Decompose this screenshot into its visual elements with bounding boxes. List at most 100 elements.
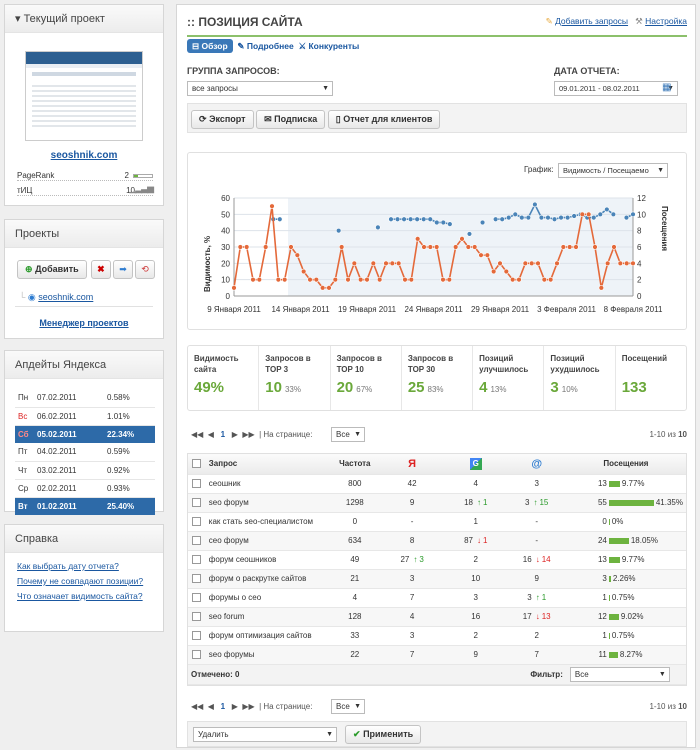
yandex-update-row[interactable]: Пн 07.02.2011 0.58% <box>15 389 155 407</box>
data-point[interactable] <box>338 244 345 250</box>
data-point[interactable] <box>370 260 377 267</box>
data-point[interactable] <box>307 276 313 283</box>
data-point[interactable] <box>357 276 364 283</box>
data-point[interactable] <box>610 211 617 218</box>
table-row[interactable]: seo forum 128 4 16 17 ↓ 13 12 9.02% <box>188 607 686 627</box>
row-checkbox[interactable] <box>192 536 202 546</box>
data-point[interactable] <box>535 260 541 267</box>
col-query[interactable]: Запрос <box>205 454 330 475</box>
data-point[interactable] <box>345 276 351 283</box>
col-frequency[interactable]: Частота <box>329 454 381 475</box>
apply-button[interactable]: ✔ Применить <box>345 725 422 744</box>
data-point[interactable] <box>571 213 577 219</box>
data-point[interactable] <box>440 276 446 283</box>
data-point[interactable] <box>231 285 237 291</box>
data-point[interactable] <box>591 214 597 221</box>
data-point[interactable] <box>623 214 630 221</box>
data-point[interactable] <box>389 260 396 267</box>
data-point[interactable] <box>478 252 484 258</box>
data-point[interactable] <box>503 268 510 275</box>
google-icon[interactable]: G <box>443 454 508 475</box>
data-point[interactable] <box>275 276 282 283</box>
data-point[interactable] <box>237 244 244 250</box>
col-visits[interactable]: Посещения <box>565 454 686 475</box>
help-link-date[interactable]: Как выбрать дату отчета? <box>17 561 119 571</box>
data-point[interactable] <box>262 244 269 250</box>
data-point[interactable] <box>532 201 538 208</box>
data-point[interactable] <box>401 216 407 222</box>
data-point[interactable] <box>499 216 505 222</box>
data-point[interactable] <box>269 203 275 209</box>
yandex-update-row[interactable]: Вс 06.02.2011 1.01% <box>15 407 155 425</box>
data-point[interactable] <box>516 276 522 283</box>
data-point[interactable] <box>427 244 434 250</box>
data-point[interactable] <box>585 211 592 218</box>
data-point[interactable] <box>479 219 486 226</box>
prev-page-icon-bottom[interactable]: ◀ <box>207 702 214 711</box>
data-point[interactable] <box>465 244 472 250</box>
data-point[interactable] <box>525 214 532 221</box>
data-point[interactable] <box>395 260 402 267</box>
data-point[interactable] <box>277 216 283 222</box>
per-page-select-top[interactable]: Все <box>331 427 365 442</box>
next-page-icon-bottom[interactable]: ▶ <box>231 702 238 711</box>
data-point[interactable] <box>414 236 421 242</box>
yandex-update-row[interactable]: Пт 04.02.2011 0.59% <box>15 443 155 461</box>
data-point[interactable] <box>611 244 617 250</box>
help-link-positions[interactable]: Почему не совпадают позиции? <box>17 576 144 586</box>
data-point[interactable] <box>604 260 611 267</box>
data-point[interactable] <box>446 276 453 283</box>
project-list-link[interactable]: seoshnik.com <box>38 292 94 302</box>
data-point[interactable] <box>558 214 564 221</box>
data-point[interactable] <box>394 216 401 222</box>
yandex-update-row[interactable]: Вт 01.02.2011 25.40% <box>15 497 155 515</box>
data-point[interactable] <box>376 276 383 283</box>
per-page-select-bottom[interactable]: Все <box>331 699 365 714</box>
table-row[interactable]: seo форум 1298 9 18 ↑ 1 3 ↑ 15 55 41.35% <box>188 493 686 513</box>
data-point[interactable] <box>440 219 447 226</box>
data-point[interactable] <box>630 260 636 267</box>
table-row[interactable]: форум сеошников 49 27 ↑ 3 2 16 ↓ 14 13 9.77% <box>188 550 686 570</box>
table-row[interactable]: seo форумы 22 7 9 7 11 8.27% <box>188 645 686 665</box>
projects-manager-link[interactable]: Менеджер проектов <box>39 318 129 328</box>
data-point[interactable] <box>421 244 427 250</box>
data-point[interactable] <box>414 216 420 222</box>
data-point[interactable] <box>551 216 558 222</box>
data-point[interactable] <box>364 276 370 283</box>
add-project-button[interactable]: ⊕ Добавить <box>17 260 87 279</box>
data-point[interactable] <box>407 216 414 222</box>
last-page-icon-bottom[interactable]: ▶▶ <box>242 702 255 711</box>
data-point[interactable] <box>402 276 408 283</box>
mail-ru-icon[interactable]: @ <box>507 454 566 475</box>
row-checkbox[interactable] <box>192 593 202 603</box>
data-point[interactable] <box>243 244 250 250</box>
data-point[interactable] <box>294 252 301 258</box>
data-point[interactable] <box>560 244 567 250</box>
data-point[interactable] <box>351 260 358 267</box>
refresh-icon[interactable]: ⟲ <box>135 260 155 279</box>
data-point[interactable] <box>408 276 415 283</box>
data-point[interactable] <box>466 231 473 237</box>
select-all-checkbox[interactable] <box>192 459 202 469</box>
current-project-header[interactable]: ▾ Текущий проект <box>5 5 163 33</box>
data-point[interactable] <box>566 244 573 250</box>
tab-details[interactable]: ✎ Подробнее <box>237 41 294 51</box>
client-report-button[interactable]: ▯ Отчет для клиентов <box>327 110 441 129</box>
table-row[interactable]: сеошник 800 42 4 3 13 9.77% <box>188 474 686 494</box>
data-point[interactable] <box>597 211 603 218</box>
data-point[interactable] <box>434 219 440 226</box>
tab-overview[interactable]: ⊟ Обзор <box>187 39 233 53</box>
table-row[interactable]: сео форум 634 8 87 ↓ 1 - 24 18.05% <box>188 531 686 551</box>
table-row[interactable]: как стать seo-специалистом 0-1-0 0% <box>188 512 686 532</box>
calendar-icon[interactable]: ▦ <box>662 82 672 93</box>
data-point[interactable] <box>545 214 551 221</box>
table-row[interactable]: форум о раскрутке сайтов 21 3 10 9 3 2.26% <box>188 569 686 589</box>
yandex-update-row[interactable]: Чт 03.02.2011 0.92% <box>15 461 155 479</box>
data-point[interactable] <box>326 285 332 291</box>
move-arrow-icon[interactable]: ➡ <box>113 260 133 279</box>
data-point[interactable] <box>256 276 263 283</box>
data-point[interactable] <box>528 260 535 267</box>
row-checkbox[interactable] <box>192 498 202 508</box>
table-row[interactable]: форум оптимизация сайтов 33 3 2 2 1 0.75% <box>188 626 686 646</box>
row-checkbox[interactable] <box>192 574 202 584</box>
